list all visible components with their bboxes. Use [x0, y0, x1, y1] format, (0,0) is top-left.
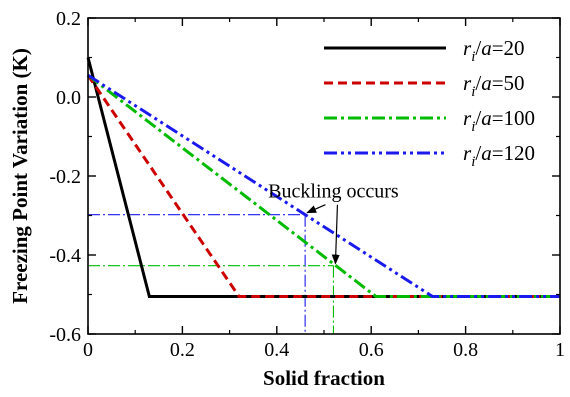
- x-tick-label: 0: [83, 339, 93, 361]
- y-tick-label: 0.2: [56, 8, 81, 30]
- annotation-arrows: [306, 204, 340, 265]
- x-tick-label: 0.8: [453, 339, 478, 361]
- legend-label: ri/a=100: [463, 106, 535, 135]
- legend-label: ri/a=20: [463, 36, 525, 65]
- y-tick-label: 0.0: [56, 87, 81, 109]
- axis-ticks: 0 0.2 0.4 0.6 0.8 1 -0.6 -0.4 -0.2 0.0 0.2: [49, 8, 565, 361]
- x-tick-label: 0.4: [264, 339, 289, 361]
- legend: ri/a=20 ri/a=50 ri/a=100 ri/a=120: [324, 36, 535, 170]
- legend-label: ri/a=50: [463, 71, 525, 100]
- plot-frame: [87, 17, 561, 335]
- annotation-label: Buckling occurs: [268, 181, 399, 203]
- annotation-arrow: [306, 204, 326, 214]
- y-tick-label: -0.6: [49, 324, 81, 346]
- series-line: [87, 74, 560, 298]
- x-tick-label: 0.2: [170, 339, 195, 361]
- series-lines: [86, 57, 560, 298]
- annotation-arrow: [331, 204, 340, 265]
- x-tick-label: 1: [555, 339, 565, 361]
- annotation-guides: [88, 214, 334, 334]
- y-axis-title: Freezing Point Variation (K): [8, 48, 32, 304]
- y-tick-label: -0.4: [49, 245, 81, 267]
- legend-label: ri/a=120: [463, 141, 535, 170]
- x-axis-title: Solid fraction: [263, 366, 385, 390]
- x-tick-label: 0.6: [359, 339, 384, 361]
- y-tick-label: -0.2: [49, 166, 81, 188]
